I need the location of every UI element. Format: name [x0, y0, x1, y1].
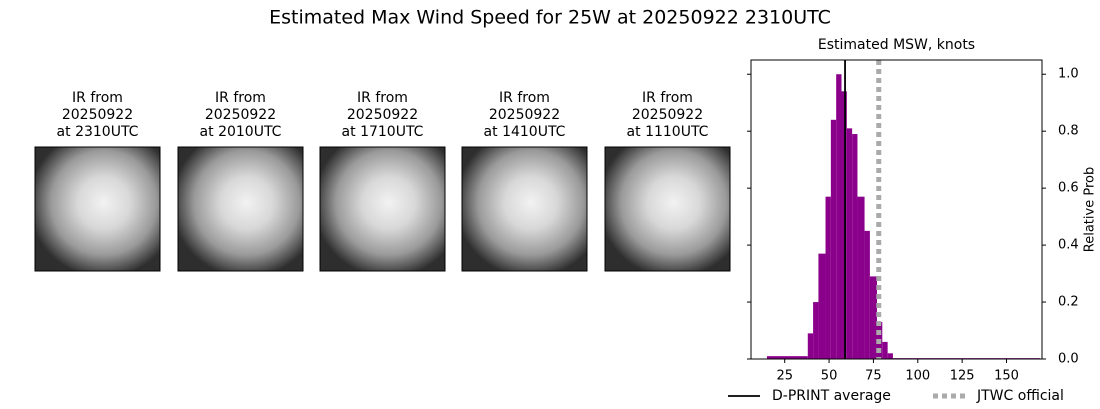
legend-label: JTWC official: [976, 388, 1064, 404]
chart-title: Estimated MSW, knots: [818, 37, 975, 53]
image-title: at 1110UTC: [627, 124, 709, 140]
y-tick-label: 0.2: [1058, 295, 1079, 310]
image-title: 20250922: [632, 107, 703, 123]
x-tick-label: 125: [950, 369, 975, 384]
image-title: IR from: [499, 90, 550, 106]
image-title: IR from: [215, 90, 266, 106]
image-title: at 2010UTC: [200, 124, 282, 140]
bar: [869, 276, 877, 359]
bar: [825, 196, 831, 359]
satellite-image: [461, 146, 588, 272]
bar: [882, 341, 888, 359]
image-title: 20250922: [489, 107, 560, 123]
image-title: at 2310UTC: [57, 124, 139, 140]
image-title: 20250922: [347, 107, 418, 123]
satellite-image: [319, 146, 446, 272]
image-title: IR from: [642, 90, 693, 106]
image-title: 20250922: [62, 107, 133, 123]
bar: [807, 333, 814, 359]
x-tick-label: 25: [776, 369, 793, 384]
satellite-image: [34, 146, 161, 272]
satellite-image: [177, 146, 304, 272]
image-title: at 1410UTC: [484, 124, 566, 140]
bar: [857, 196, 865, 359]
bar: [818, 253, 826, 359]
y-tick-label: 0.6: [1058, 181, 1079, 196]
x-tick-label: 150: [994, 369, 1019, 384]
image-title: IR from: [357, 90, 408, 106]
bar: [852, 134, 858, 359]
image-title: IR from: [72, 90, 123, 106]
figure-title: Estimated Max Wind Speed for 25W at 2025…: [269, 7, 831, 29]
plot-frame: [750, 59, 1043, 360]
bar: [836, 74, 842, 359]
legend-label: D-PRINT average: [772, 388, 891, 404]
x-tick-label: 50: [821, 369, 838, 384]
bar: [766, 356, 808, 359]
bar: [864, 230, 870, 359]
x-tick-label: 75: [865, 369, 882, 384]
y-axis-label: Relative Prob: [1083, 167, 1098, 252]
image-title: 20250922: [205, 107, 276, 123]
bar: [887, 353, 893, 359]
bar: [813, 302, 819, 359]
bar: [830, 119, 837, 359]
y-tick-label: 0.8: [1058, 124, 1079, 139]
satellite-image: [604, 146, 731, 272]
x-tick-label: 100: [905, 369, 930, 384]
y-tick-label: 1.0: [1058, 67, 1079, 82]
y-tick-label: 0.0: [1058, 352, 1079, 367]
y-tick-label: 0.4: [1058, 238, 1079, 253]
image-title: at 1710UTC: [342, 124, 424, 140]
bar: [846, 128, 853, 359]
